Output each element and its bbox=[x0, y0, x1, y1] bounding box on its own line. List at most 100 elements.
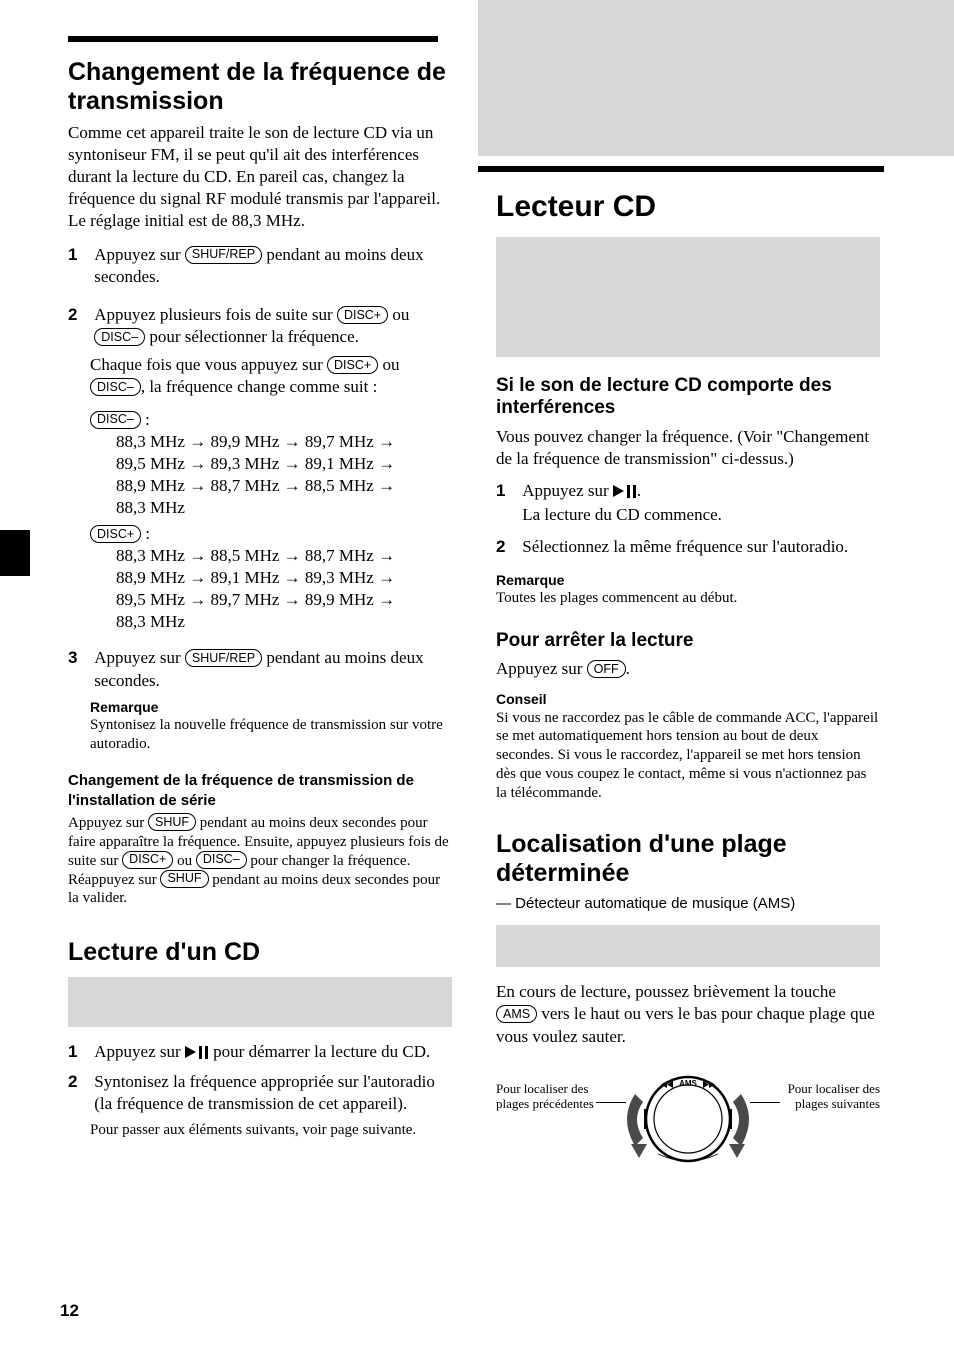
left-edge-tab bbox=[0, 530, 30, 576]
masked-illustration-box bbox=[496, 237, 880, 357]
arrow-right-icon: → bbox=[284, 432, 301, 451]
note-body: Syntonisez la nouvelle fréquence de tran… bbox=[90, 716, 452, 754]
play-pause-icon[interactable] bbox=[185, 1046, 209, 1059]
right-title: Lecteur CD bbox=[496, 190, 880, 225]
rule-left bbox=[68, 36, 438, 42]
dial-caption-right: Pour localiser des plages suivantes bbox=[770, 1082, 880, 1112]
arrow-right-icon: → bbox=[378, 590, 395, 609]
step-number: 2 bbox=[68, 1071, 90, 1093]
shuf-button[interactable]: SHUF bbox=[148, 813, 196, 831]
text: ou bbox=[378, 355, 399, 374]
freq: 89,3 MHz bbox=[305, 568, 374, 587]
text: : bbox=[141, 410, 150, 429]
text: pour sélectionner la fréquence. bbox=[145, 327, 359, 346]
left-title-1: Changement de la fréquence de transmissi… bbox=[68, 58, 452, 116]
text: pour démarrer la lecture du CD. bbox=[209, 1042, 430, 1061]
disc-plus-seq-head: DISC+ : bbox=[90, 523, 452, 545]
step-text: Appuyez plusieurs fois de suite sur DISC… bbox=[94, 304, 446, 348]
disc-minus-button[interactable]: DISC– bbox=[90, 378, 141, 396]
arrow-right-icon: → bbox=[189, 590, 206, 609]
ams-button[interactable]: AMS bbox=[496, 1005, 537, 1023]
page: Changement de la fréquence de transmissi… bbox=[0, 0, 954, 1352]
step-text: Sélectionnez la même fréquence sur l'aut… bbox=[522, 536, 874, 558]
disc-plus-button[interactable]: DISC+ bbox=[122, 851, 173, 869]
ams-dial-figure: Pour localiser des plages précédentes Po… bbox=[496, 1058, 880, 1178]
freq: 89,7 MHz bbox=[210, 590, 279, 609]
freq: 89,1 MHz bbox=[305, 454, 374, 473]
note-body: Toutes les plages commencent au début. bbox=[496, 589, 880, 608]
step-text: Appuyez sur pour démarrer la lecture du … bbox=[94, 1041, 446, 1063]
shuf-rep-button[interactable]: SHUF/REP bbox=[185, 246, 262, 264]
text: En cours de lecture, poussez brièvement … bbox=[496, 982, 836, 1001]
arrow-right-icon: → bbox=[284, 568, 301, 587]
text: Appuyez sur OFF. bbox=[496, 658, 880, 680]
step2-followup: Chaque fois que vous appuyez sur DISC+ o… bbox=[90, 354, 452, 398]
shuf-rep-button[interactable]: SHUF/REP bbox=[185, 649, 262, 667]
freq: 88,3 MHz bbox=[116, 498, 185, 517]
text: : bbox=[141, 524, 150, 543]
left-title-2: Lecture d'un CD bbox=[68, 938, 452, 967]
freq: 89,9 MHz bbox=[210, 432, 279, 451]
disc-plus-seq: 88,3 MHz → 88,5 MHz → 88,7 MHz → 88,9 MH… bbox=[116, 545, 452, 633]
subhead: Changement de la fréquence de transmissi… bbox=[68, 771, 452, 810]
step-text: Appuyez sur . La lecture du CD commence. bbox=[522, 480, 874, 526]
freq: 88,7 MHz bbox=[210, 476, 279, 495]
off-button[interactable]: OFF bbox=[587, 660, 626, 678]
freq: 88,7 MHz bbox=[305, 546, 374, 565]
masked-illustration-box bbox=[68, 977, 452, 1027]
rule-right bbox=[478, 166, 884, 172]
header-grey-box bbox=[478, 0, 954, 156]
text: Appuyez sur bbox=[94, 245, 185, 264]
step-number: 1 bbox=[68, 1041, 90, 1063]
disc-minus-button[interactable]: DISC– bbox=[196, 851, 247, 869]
right-column: Lecteur CD Si le son de lecture CD compo… bbox=[496, 190, 880, 1178]
text: Appuyez sur bbox=[522, 481, 613, 500]
ams-dial-icon: AMS bbox=[613, 1064, 763, 1174]
disc-plus-button[interactable]: DISC+ bbox=[327, 356, 378, 374]
step-number: 2 bbox=[68, 304, 90, 326]
text: . bbox=[626, 659, 630, 678]
disc-minus-button[interactable]: DISC– bbox=[90, 411, 141, 429]
freq: 88,3 MHz bbox=[116, 546, 185, 565]
disc-plus-button[interactable]: DISC+ bbox=[90, 525, 141, 543]
page-number: 12 bbox=[60, 1300, 79, 1322]
svg-text:AMS: AMS bbox=[679, 1079, 697, 1088]
disc-minus-button[interactable]: DISC– bbox=[94, 328, 145, 346]
text: La lecture du CD commence. bbox=[522, 504, 874, 526]
text: Appuyez sur bbox=[496, 659, 587, 678]
freq: 88,3 MHz bbox=[116, 432, 185, 451]
text: , la fréquence change comme suit : bbox=[141, 377, 377, 396]
step-number: 2 bbox=[496, 536, 518, 558]
subhead: Pour arrêter la lecture bbox=[496, 630, 880, 653]
arrow-right-icon: → bbox=[189, 432, 206, 451]
arrow-right-icon: → bbox=[284, 590, 301, 609]
model-note-body: Appuyez sur SHUF pendant au moins deux s… bbox=[68, 814, 452, 908]
arrow-right-icon: → bbox=[284, 454, 301, 473]
leader-line bbox=[750, 1102, 780, 1103]
freq: 88,9 MHz bbox=[116, 568, 185, 587]
note-heading: Conseil bbox=[496, 690, 880, 708]
text: vers le haut ou vers le bas pour chaque … bbox=[496, 1004, 875, 1045]
play-pause-icon[interactable] bbox=[613, 485, 637, 498]
step-number: 3 bbox=[68, 647, 90, 669]
text: Appuyez sur bbox=[94, 1042, 185, 1061]
leader-line bbox=[596, 1102, 626, 1103]
disc-plus-button[interactable]: DISC+ bbox=[337, 306, 388, 324]
shuf-button[interactable]: SHUF bbox=[160, 870, 208, 888]
arrow-right-icon: → bbox=[284, 476, 301, 495]
arrow-right-icon: → bbox=[189, 546, 206, 565]
freq: 89,5 MHz bbox=[116, 454, 185, 473]
text: ou bbox=[173, 853, 196, 869]
arrow-right-icon: → bbox=[378, 546, 395, 565]
text: ou bbox=[388, 305, 409, 324]
note-heading: Remarque bbox=[90, 698, 452, 716]
note-heading: Remarque bbox=[496, 571, 880, 589]
subtitle: — Détecteur automatique de musique (AMS) bbox=[496, 894, 880, 914]
arrow-right-icon: → bbox=[378, 568, 395, 587]
arrow-right-icon: → bbox=[189, 454, 206, 473]
step-text: Appuyez sur SHUF/REP pendant au moins de… bbox=[94, 244, 446, 288]
note-body: Si vous ne raccordez pas le câble de com… bbox=[496, 709, 880, 803]
step-number: 1 bbox=[496, 480, 518, 502]
text: Pour passer aux éléments suivants, voir … bbox=[90, 1121, 452, 1140]
freq: 89,5 MHz bbox=[116, 590, 185, 609]
